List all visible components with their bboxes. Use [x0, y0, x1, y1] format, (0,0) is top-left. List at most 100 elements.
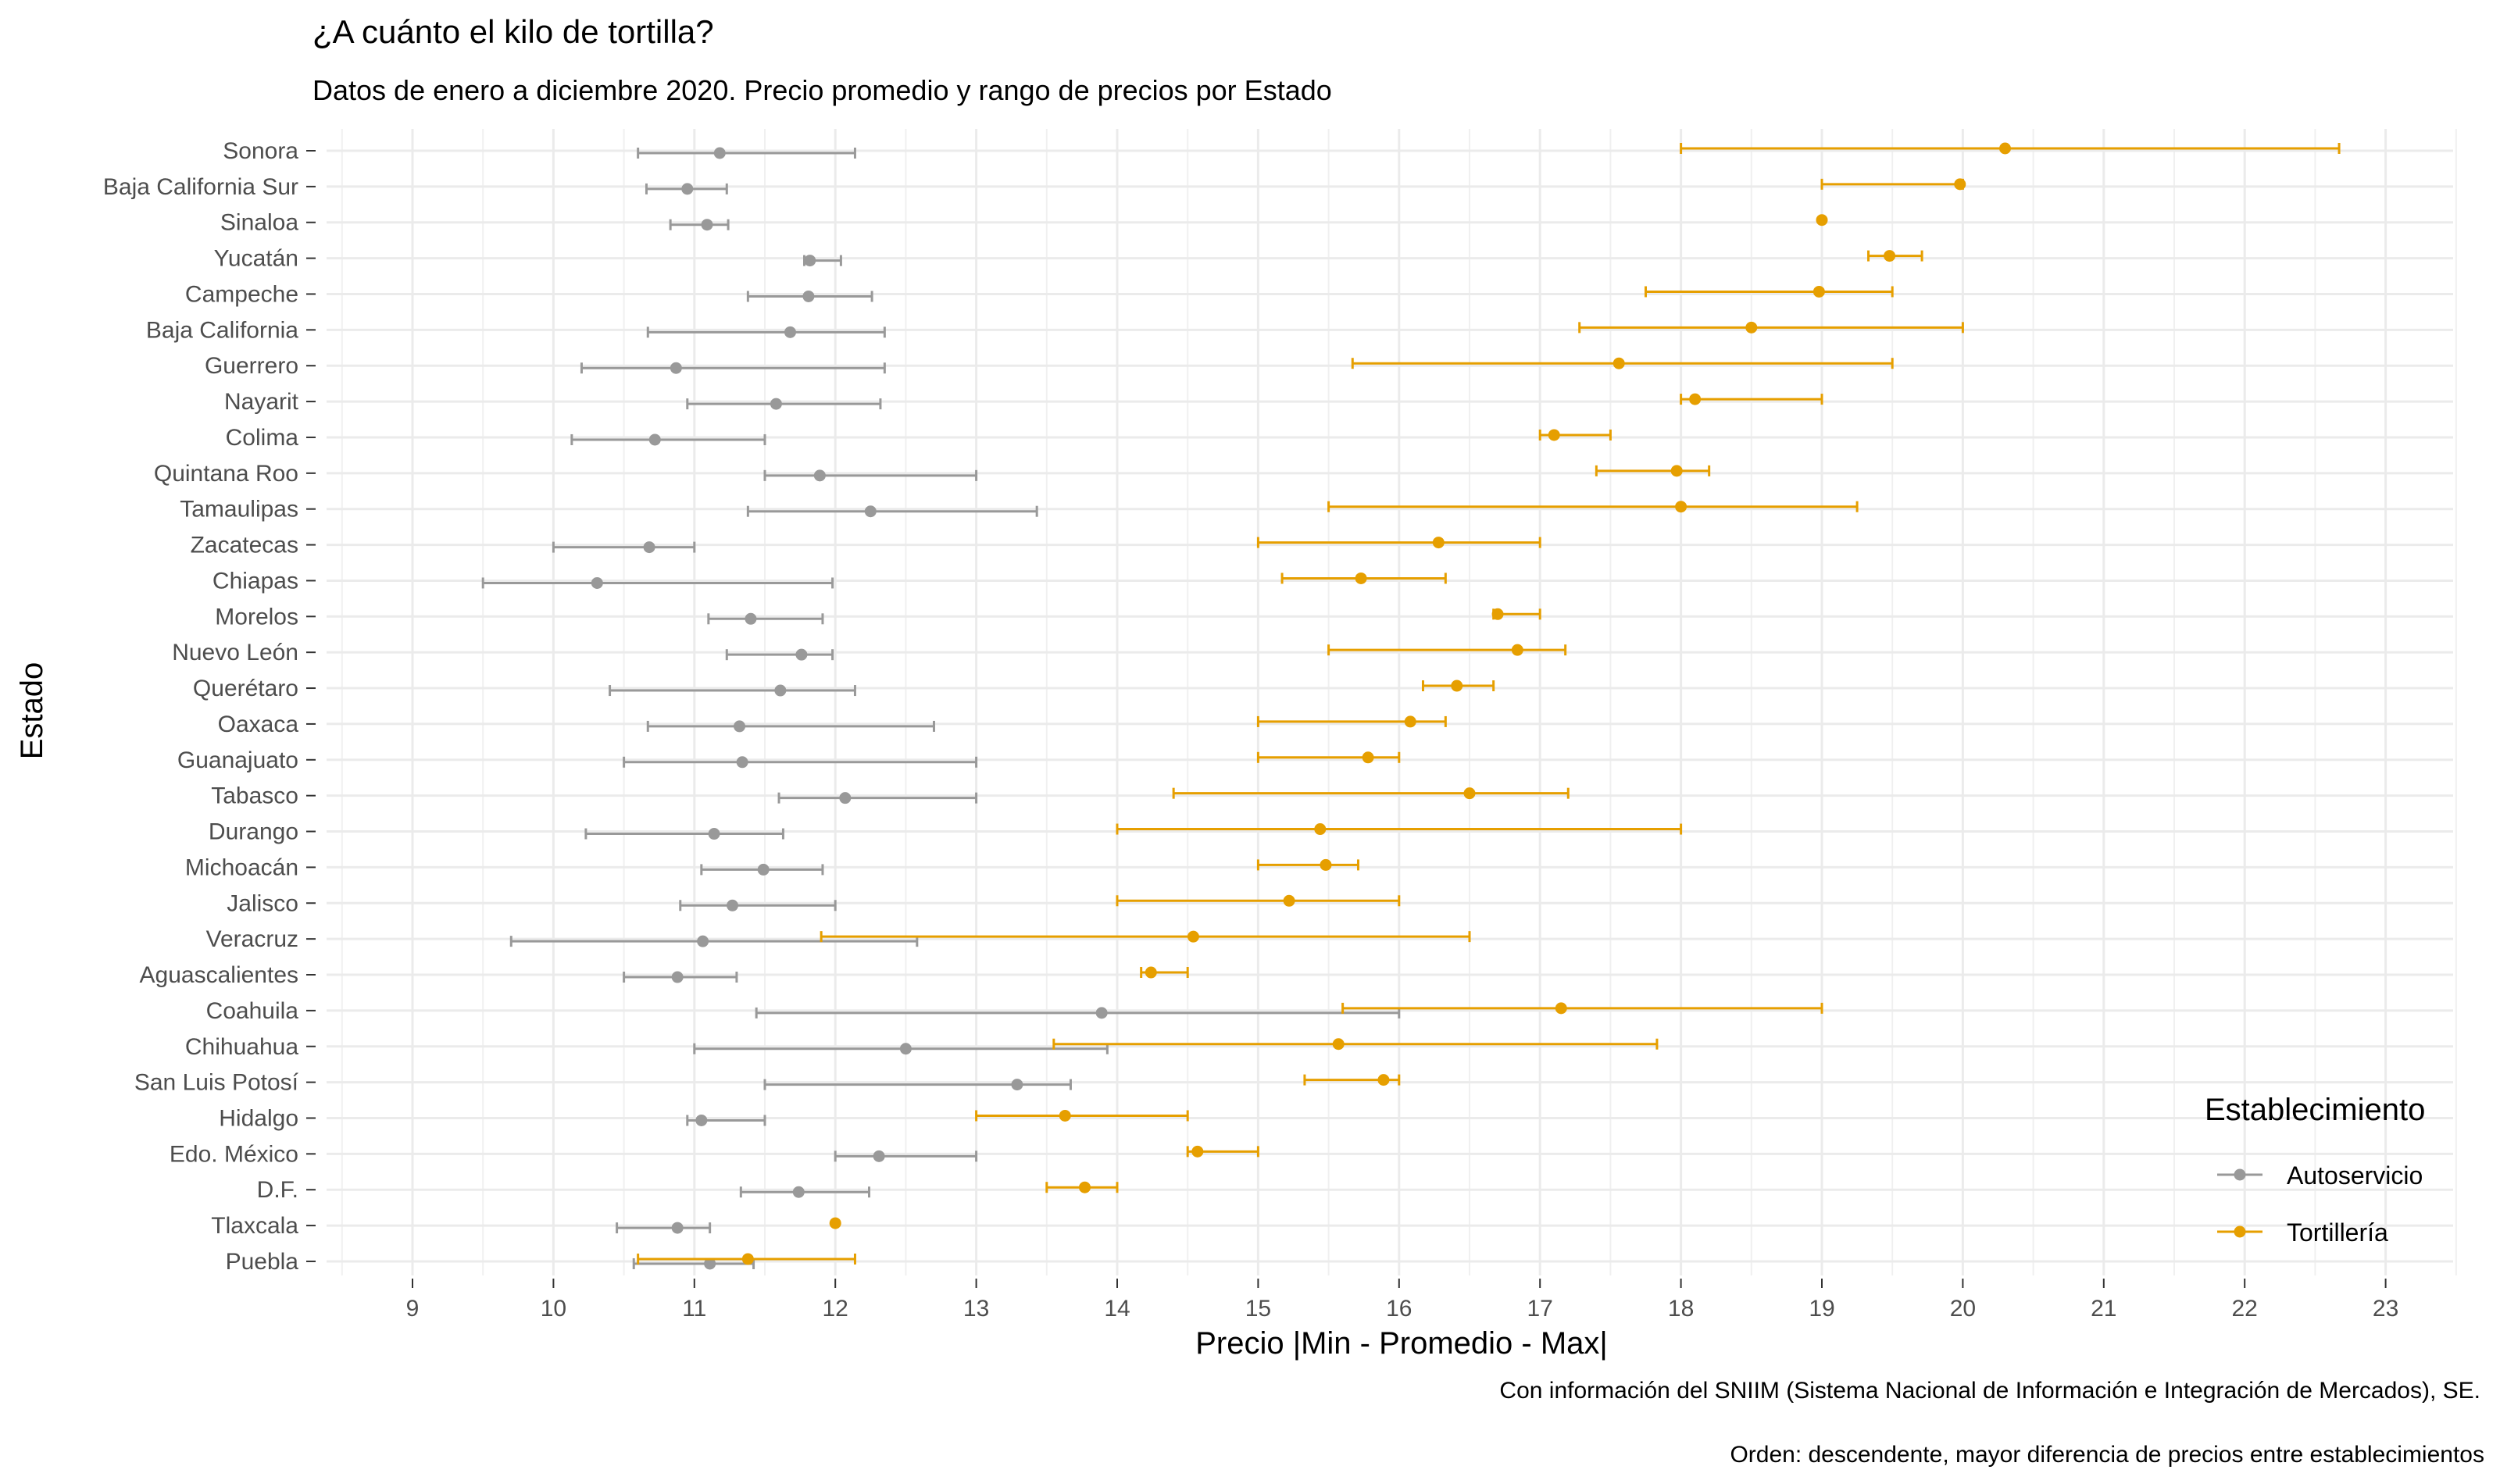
mean-point	[1675, 501, 1688, 513]
y-tick-label: Puebla	[226, 1249, 299, 1275]
y-tick-label: San Luis Potosí	[134, 1070, 299, 1096]
y-tick-label: Baja California Sur	[103, 174, 298, 200]
mean-point	[1451, 680, 1463, 692]
y-tick-label: Zacatecas	[191, 533, 298, 558]
mean-point	[813, 469, 826, 482]
mean-point	[864, 505, 877, 518]
caption-order: Orden: descendente, mayor diferencia de …	[1730, 1442, 2484, 1468]
mean-point	[1095, 1007, 1108, 1019]
y-tick-label: Oaxaca	[218, 712, 299, 737]
x-axis-ticks: 9 10 11 12 13 14 15 16 17 18 19 20 21 22 23	[406, 1279, 2398, 1322]
y-tick-label: Nayarit	[224, 389, 299, 415]
mean-point	[1079, 1181, 1091, 1193]
y-tick-label: Baja California	[146, 317, 298, 343]
mean-point	[671, 971, 684, 983]
mean-point	[671, 1222, 684, 1234]
y-tick-label: Guerrero	[205, 353, 298, 379]
x-axis-title: Precio |Min - Promedio - Max|	[1195, 1326, 1608, 1361]
y-axis-title: Estado	[15, 662, 49, 760]
mean-point	[1191, 1145, 1204, 1158]
mean-point	[704, 1257, 716, 1270]
mean-point	[695, 1114, 708, 1126]
mean-point	[1954, 178, 1966, 191]
mean-point	[839, 792, 852, 804]
y-tick-label: D.F.	[257, 1177, 298, 1203]
x-tick-label: 11	[682, 1296, 706, 1322]
y-tick-label: Quintana Roo	[154, 461, 298, 487]
legend-key-point	[2234, 1225, 2246, 1238]
y-tick-label: Nuevo León	[172, 640, 298, 665]
y-tick-label: Yucatán	[214, 246, 298, 272]
mean-point	[1432, 537, 1445, 549]
chart-subtitle: Datos de enero a diciembre 2020. Precio …	[312, 74, 1332, 106]
x-tick-label: 19	[1809, 1296, 1834, 1322]
mean-point	[1283, 894, 1295, 907]
mean-point	[795, 648, 808, 661]
mean-point	[697, 935, 709, 947]
mean-point	[1404, 715, 1416, 728]
x-tick-label: 18	[1668, 1296, 1694, 1322]
mean-point	[1670, 465, 1683, 477]
y-tick-label: Morelos	[215, 604, 298, 630]
y-tick-label: Colima	[226, 425, 299, 451]
mean-point	[1377, 1074, 1390, 1086]
mean-point	[1011, 1079, 1023, 1091]
mean-point	[1059, 1109, 1071, 1122]
legend-label: Autoservicio	[2287, 1161, 2423, 1190]
mean-point	[1745, 321, 1758, 334]
x-tick-label: 15	[1245, 1296, 1271, 1322]
x-tick-label: 13	[963, 1296, 989, 1322]
mean-point	[591, 576, 603, 589]
mean-point	[784, 326, 796, 338]
mean-point	[899, 1043, 912, 1055]
mean-point	[727, 899, 739, 911]
mean-point	[648, 433, 661, 446]
mean-point	[745, 612, 757, 625]
mean-point	[757, 863, 770, 876]
series-autoservicio	[481, 147, 1401, 1270]
mean-point	[1491, 608, 1504, 620]
mean-point	[1612, 357, 1625, 369]
mean-point	[804, 255, 816, 267]
mean-point	[1816, 214, 1828, 227]
y-tick-label: Tamaulipas	[180, 497, 298, 523]
legend-key-point	[2234, 1168, 2246, 1181]
caption-source: Con información del SNIIM (Sistema Nacio…	[1499, 1378, 2480, 1404]
x-tick-label: 12	[823, 1296, 848, 1322]
mean-point	[1884, 250, 1896, 262]
mean-point	[1511, 644, 1523, 656]
x-tick-label: 20	[1950, 1296, 1976, 1322]
mean-point	[741, 1253, 754, 1265]
mean-point	[774, 684, 787, 697]
x-tick-label: 14	[1104, 1296, 1130, 1322]
x-tick-label: 23	[2373, 1296, 2398, 1322]
y-tick-label: Chihuahua	[185, 1034, 298, 1060]
mean-point	[734, 720, 746, 733]
y-tick-label: Tlaxcala	[211, 1213, 298, 1239]
y-tick-label: Querétaro	[193, 676, 298, 701]
y-tick-label: Sinaloa	[220, 210, 298, 236]
mean-point	[1314, 823, 1327, 836]
y-tick-label: Jalisco	[227, 890, 298, 916]
mean-point	[1689, 393, 1702, 405]
x-tick-label: 17	[1527, 1296, 1553, 1322]
y-tick-label: Veracruz	[206, 926, 298, 952]
mean-point	[1555, 1002, 1567, 1015]
mean-point	[681, 183, 694, 195]
mean-point	[736, 756, 748, 769]
y-tick-label: Coahuila	[206, 998, 299, 1024]
mean-point	[713, 147, 726, 159]
x-tick-label: 22	[2232, 1296, 2258, 1322]
y-tick-label: Campeche	[185, 281, 298, 307]
mean-point	[1463, 787, 1476, 800]
legend: Establecimiento Autoservicio Tortillería	[2205, 1093, 2425, 1247]
x-tick-label: 16	[1386, 1296, 1412, 1322]
y-tick-label: Tabasco	[211, 783, 298, 809]
chart-title: ¿A cuánto el kilo de tortilla?	[312, 13, 714, 50]
mean-point	[1999, 142, 2012, 155]
y-tick-label: Michoacán	[185, 854, 298, 880]
mean-point	[1548, 429, 1560, 441]
mean-point	[708, 828, 720, 840]
y-tick-label: Hidalgo	[219, 1105, 298, 1131]
